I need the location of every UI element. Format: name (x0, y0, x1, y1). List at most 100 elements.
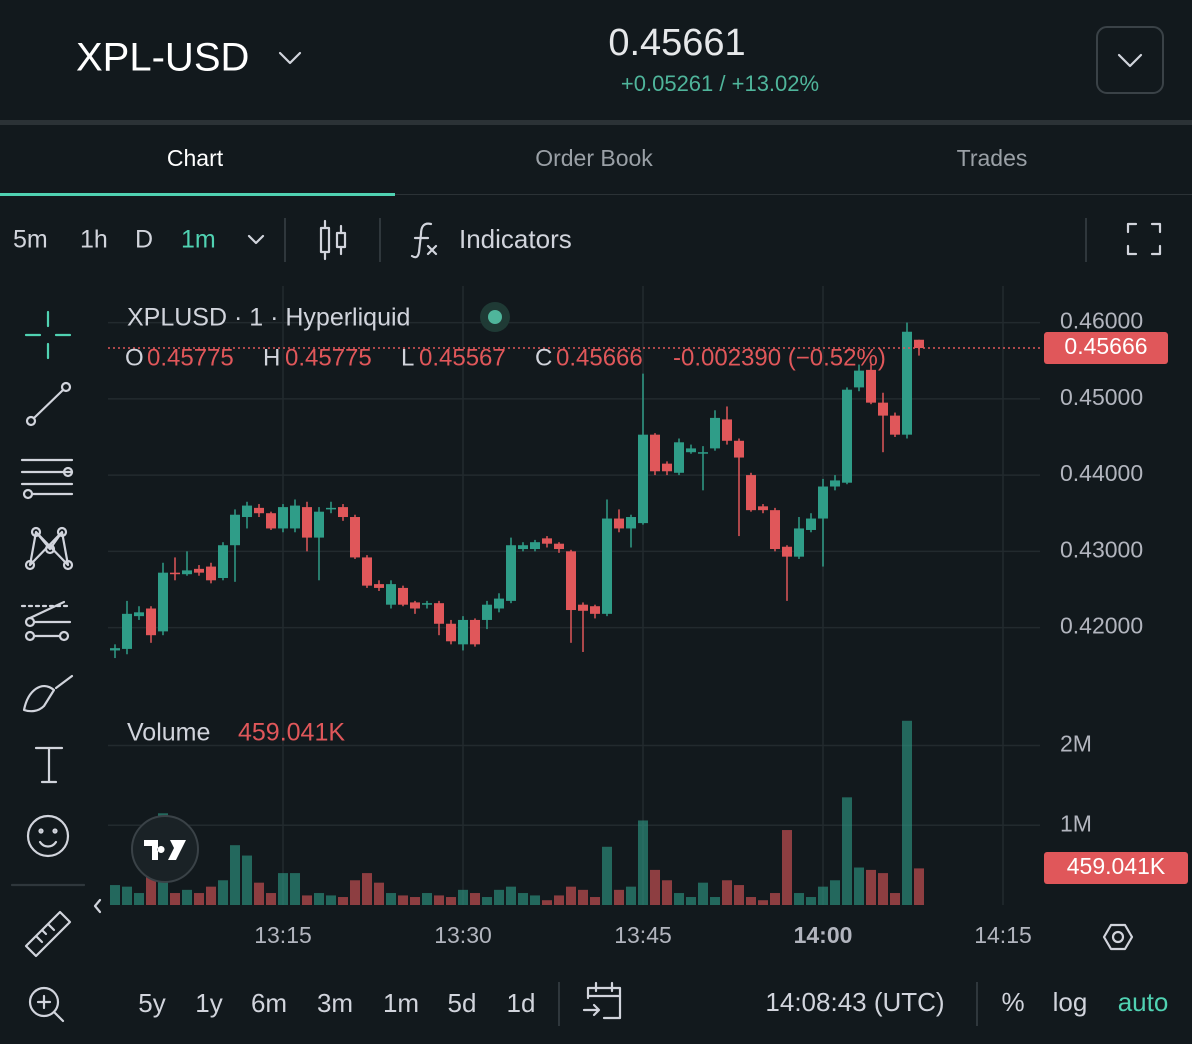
volume-bar (482, 897, 492, 905)
range[interactable]: 1y (195, 988, 222, 1018)
interval-active[interactable]: 1m (181, 226, 216, 254)
brush-tool[interactable] (22, 674, 74, 713)
candle-body (266, 513, 276, 529)
chart-title: XPLUSD · 1 · Hyperliquid (127, 304, 410, 332)
volume-bar (746, 897, 756, 905)
candle-body (278, 507, 288, 529)
interval[interactable]: 1h (80, 226, 108, 254)
volume-bar (470, 893, 480, 905)
volume-bar (458, 889, 468, 905)
volume-bar (314, 893, 324, 905)
volume-bar (518, 893, 528, 905)
last-volume-tag (1044, 852, 1188, 884)
candle-body (302, 507, 312, 538)
indicators-icon[interactable] (410, 222, 438, 259)
candle-body (134, 612, 144, 617)
candle-body (410, 602, 420, 609)
collapse-toolbar[interactable] (93, 898, 102, 914)
logo[interactable] (131, 815, 199, 883)
trendline-tool[interactable] (25, 381, 72, 427)
volume-bar (338, 897, 348, 905)
tab[interactable]: Trades (957, 145, 1028, 171)
volume-tick-label: 1M (1060, 810, 1092, 836)
interval[interactable]: 5m (13, 226, 48, 254)
x-tick-label: 14:15 (974, 922, 1032, 948)
crosshair-tool[interactable] (24, 310, 72, 360)
emoji-tool[interactable] (26, 814, 70, 858)
fib-tool[interactable] (20, 458, 74, 500)
range[interactable]: 5y (138, 988, 165, 1018)
tab[interactable]: Order Book (535, 145, 653, 171)
volume-bar (866, 869, 876, 905)
chart-type-icon[interactable] (319, 219, 347, 261)
scale-option-active[interactable]: auto (1118, 987, 1169, 1017)
volume-bar (758, 900, 768, 905)
volume-bar (902, 720, 912, 905)
candle-body (470, 619, 480, 645)
scale-option[interactable]: % (1001, 987, 1024, 1017)
candle-body (746, 475, 756, 511)
volume-bar (434, 895, 444, 905)
candle-body (866, 369, 876, 403)
measure-tool[interactable] (24, 910, 72, 958)
candle-body (170, 572, 180, 575)
tab-divider (0, 194, 1192, 195)
y-tick-label: 0.44000 (1060, 460, 1143, 486)
scale-option[interactable]: log (1053, 987, 1088, 1017)
candle-body (110, 648, 120, 651)
candle-body (542, 538, 552, 544)
volume-bar (374, 882, 384, 905)
range[interactable]: 3m (317, 988, 353, 1018)
candle-body (662, 463, 672, 472)
range[interactable]: 1d (507, 988, 536, 1018)
candle-body (722, 419, 732, 441)
range[interactable]: 5d (448, 988, 477, 1018)
volume-bar (734, 885, 744, 905)
volume-bar (662, 880, 672, 905)
volume-bar (398, 895, 408, 905)
indicators-button[interactable]: Indicators (459, 224, 572, 254)
candle-body (206, 566, 216, 581)
y-tick-label: 0.46000 (1060, 308, 1143, 334)
candle-body (194, 568, 204, 573)
volume-bar (362, 873, 372, 905)
zoom-tool[interactable] (28, 986, 65, 1023)
text-tool[interactable] (34, 746, 64, 784)
volume-bar (122, 886, 132, 905)
symbol[interactable]: XPL-USD (76, 36, 249, 80)
candle-body (710, 417, 720, 449)
volume-bar (326, 895, 336, 905)
tab[interactable]: Chart (167, 145, 224, 171)
volume-bar (770, 893, 780, 905)
range[interactable]: 1m (383, 988, 419, 1018)
menu-button[interactable] (1096, 26, 1164, 94)
volume-bar (230, 845, 240, 905)
candle-body (614, 518, 624, 529)
ohlc-legend: O 0.45775 H 0.45775 L 0.45567 C 0.45666 … (125, 344, 886, 371)
range[interactable]: 6m (251, 988, 287, 1018)
goto-date-icon[interactable] (582, 981, 622, 1020)
volume-bar (254, 882, 264, 905)
last-price-label: 0.45666 (1064, 333, 1147, 359)
candle-body (650, 434, 660, 472)
volume-bar (182, 889, 192, 905)
pattern-tool[interactable] (24, 526, 74, 571)
candle-body (902, 331, 912, 435)
candle-body (434, 603, 444, 624)
x-tick-label: 13:15 (254, 922, 312, 948)
prediction-tool[interactable] (20, 600, 72, 642)
symbol-chevron[interactable] (278, 51, 302, 65)
interval-chevron[interactable] (247, 234, 265, 245)
candle-body (782, 546, 792, 557)
volume-value: 459.041K (238, 719, 345, 747)
volume-bar (830, 880, 840, 905)
volume-bar (722, 880, 732, 905)
interval[interactable]: D (135, 226, 153, 254)
settings-icon[interactable] (1102, 923, 1134, 951)
volume-bar (698, 882, 708, 905)
clock[interactable]: 14:08:43 (UTC) (765, 987, 944, 1017)
fullscreen-icon[interactable] (1126, 222, 1162, 256)
volume-bar (794, 893, 804, 905)
candle-body (794, 528, 804, 557)
volume-bar (266, 893, 276, 905)
